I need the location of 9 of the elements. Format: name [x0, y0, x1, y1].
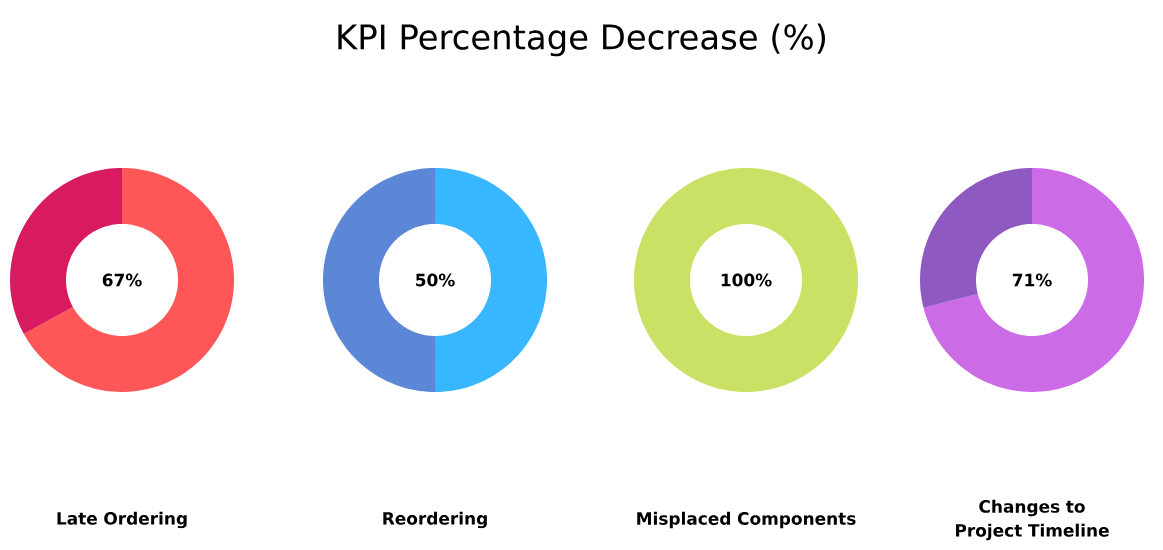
text: Changes to Project Timeline [956, 499, 1109, 541]
data-label: 67% [102, 273, 142, 287]
text: Reordering [383, 511, 487, 529]
text: Late Ordering [57, 511, 187, 529]
data-label: 50% [416, 273, 455, 287]
data-label: 71% [1012, 273, 1052, 287]
data-label: 100% [721, 273, 772, 287]
text: Misplaced Components [637, 511, 856, 529]
text: KPI Percentage Decrease (%) [338, 23, 826, 57]
